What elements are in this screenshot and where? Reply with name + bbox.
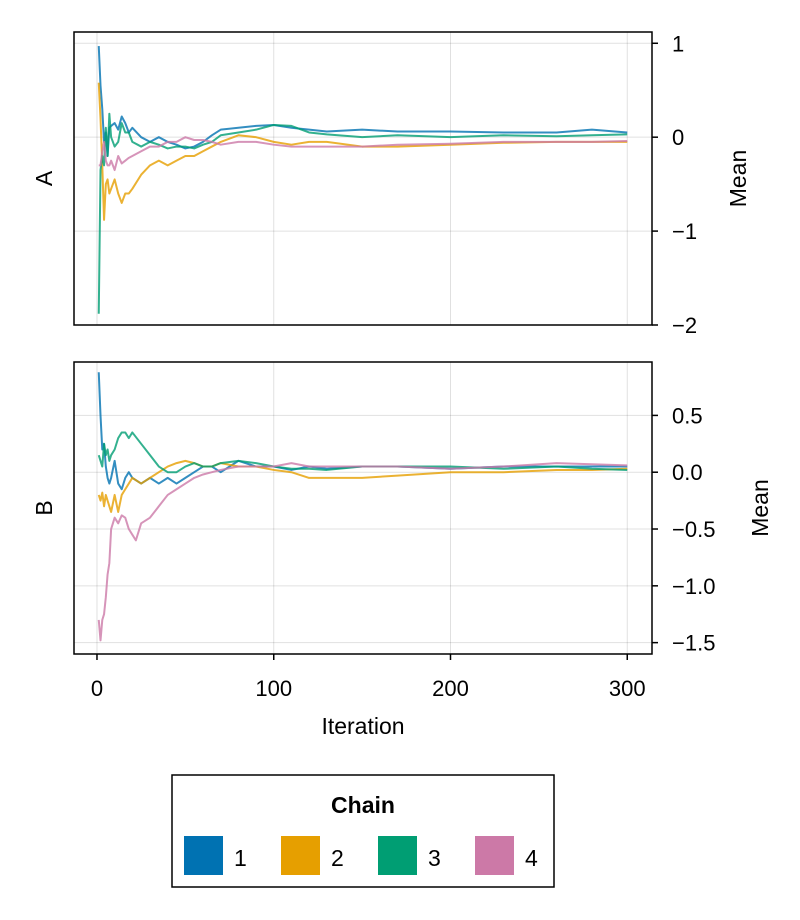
x-tick-label: 200 bbox=[432, 676, 469, 701]
legend-swatch-2 bbox=[281, 836, 320, 875]
panel-a-y-axis: 1 0 −1 −2 bbox=[652, 31, 697, 338]
legend-swatch-3 bbox=[378, 836, 417, 875]
panel-b-y-tick-label: 0.0 bbox=[672, 460, 703, 485]
x-tick-label: 0 bbox=[91, 676, 103, 701]
legend-label-1: 1 bbox=[234, 845, 247, 871]
legend-entries: 1 2 3 4 bbox=[184, 836, 538, 875]
panel-b-grid bbox=[74, 362, 652, 654]
panel-a: 1 0 −1 −2 Mean A bbox=[31, 31, 751, 338]
panel-a-background bbox=[74, 32, 652, 325]
legend-swatch-4 bbox=[475, 836, 514, 875]
legend-entry-3: 3 bbox=[378, 836, 441, 875]
legend: Chain 1 2 3 4 bbox=[171, 774, 555, 888]
panel-b-y-axis: 0.5 0.0 −0.5 −1.0 −1.5 bbox=[652, 403, 715, 656]
panel-a-label: A bbox=[31, 170, 57, 186]
x-tick-label: 100 bbox=[255, 676, 292, 701]
panel-a-y-tick-label: 0 bbox=[672, 125, 684, 150]
panel-b-y-tick-label: −1.0 bbox=[672, 574, 715, 599]
panel-b-background bbox=[74, 362, 652, 654]
legend-label-2: 2 bbox=[331, 845, 344, 871]
panel-b-y-tick-label: −1.5 bbox=[672, 631, 715, 656]
x-axis-label: Iteration bbox=[321, 713, 404, 739]
panel-a-line-chain-3 bbox=[97, 112, 628, 314]
panel-b-y-axis-label: Mean bbox=[747, 479, 773, 537]
panel-b-line-chain-4 bbox=[97, 462, 628, 642]
panel-a-line-chain-4 bbox=[98, 136, 628, 172]
panel-a-series bbox=[97, 46, 628, 314]
panel-a-y-tick-label: 1 bbox=[672, 31, 684, 56]
panel-b-y-tick-label: 0.5 bbox=[672, 403, 703, 428]
legend-label-3: 3 bbox=[428, 845, 441, 871]
x-axis: 0 100 200 300 bbox=[91, 654, 646, 701]
panel-a-y-axis-label: Mean bbox=[725, 150, 751, 208]
legend-swatch-1 bbox=[184, 836, 223, 875]
panel-b-frame bbox=[73, 361, 653, 655]
panel-b-y-tick-label: −0.5 bbox=[672, 517, 715, 542]
panel-b: 0.5 0.0 −0.5 −1.0 −1.5 Mean B bbox=[31, 361, 773, 656]
panel-a-frame bbox=[73, 31, 653, 326]
legend-entry-1: 1 bbox=[184, 836, 247, 875]
legend-entry-2: 2 bbox=[281, 836, 344, 875]
legend-label-4: 4 bbox=[525, 845, 538, 871]
panel-b-series bbox=[97, 372, 628, 642]
panel-b-label: B bbox=[31, 500, 57, 515]
panel-b-line-chain-2 bbox=[97, 459, 628, 513]
x-tick-label: 300 bbox=[609, 676, 646, 701]
panel-a-y-tick-label: −2 bbox=[672, 313, 697, 338]
legend-entry-4: 4 bbox=[475, 836, 538, 875]
legend-title: Chain bbox=[331, 792, 395, 818]
panel-a-y-tick-label: −1 bbox=[672, 219, 697, 244]
